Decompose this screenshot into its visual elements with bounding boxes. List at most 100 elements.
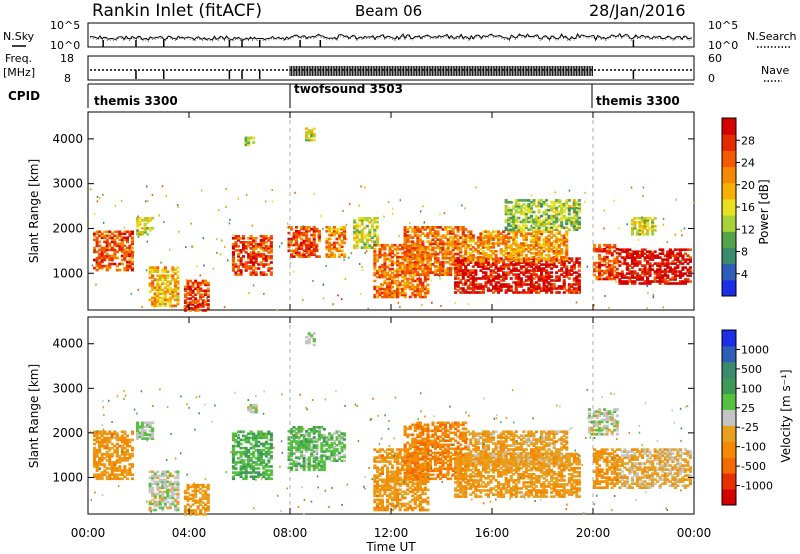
- echo-cell: [499, 279, 503, 282]
- echo-cell: [163, 292, 167, 296]
- echo-cell: [575, 283, 579, 286]
- echo-cell: [257, 436, 261, 440]
- echo-cell: [428, 267, 432, 270]
- echo-cell: [239, 459, 243, 462]
- echo-cell: [416, 234, 420, 237]
- echo-cell: [600, 249, 604, 253]
- echo-cell: [557, 252, 561, 255]
- echo-cell: [527, 206, 531, 210]
- echo-cell: [633, 270, 637, 273]
- echo-cell: [252, 273, 256, 276]
- echo-cell: [292, 460, 296, 463]
- echo-cell: [380, 243, 384, 247]
- echo-cell: [239, 455, 243, 458]
- echo-cell: [683, 280, 687, 283]
- echo-cell: [151, 280, 155, 283]
- echo-point: [146, 240, 149, 243]
- echo-cell: [534, 224, 538, 228]
- echo-cell: [646, 231, 650, 234]
- echo-cell: [537, 252, 541, 255]
- echo-cell: [156, 502, 160, 506]
- echo-cell: [163, 268, 167, 271]
- echo-cell: [120, 448, 124, 452]
- echo-cell: [191, 291, 195, 295]
- echo-cell: [608, 259, 612, 263]
- echo-cell: [479, 240, 483, 243]
- echo-cell: [300, 226, 304, 229]
- echo-cell: [666, 262, 670, 265]
- echo-cell: [504, 234, 508, 237]
- echo-cell: [565, 206, 569, 210]
- echo-cell: [247, 471, 251, 474]
- echo-cell: [120, 446, 124, 450]
- echo-cell: [171, 270, 175, 273]
- echo-cell: [436, 267, 440, 270]
- echo-region: [305, 127, 316, 142]
- echo-cell: [151, 498, 155, 502]
- echo-cell: [244, 446, 248, 450]
- echo-cell: [638, 260, 642, 263]
- echo-cell: [481, 242, 485, 245]
- echo-cell: [383, 261, 387, 265]
- echo-cell: [141, 425, 145, 429]
- echo-cell: [244, 467, 248, 470]
- echo-cell: [557, 201, 561, 204]
- echo-cell: [153, 292, 157, 296]
- echo-cell: [676, 266, 680, 269]
- echo-cell: [641, 231, 645, 234]
- echo-cell: [176, 470, 180, 474]
- echo-cell: [373, 267, 377, 271]
- echo-cell: [138, 233, 142, 236]
- echo-cell: [408, 252, 412, 256]
- echo-cell: [668, 250, 672, 253]
- echo-cell: [378, 275, 382, 279]
- echo-region: [466, 230, 569, 263]
- echo-cell: [257, 251, 261, 254]
- echo-cell: [484, 230, 488, 233]
- echo-cell: [396, 251, 400, 255]
- echo-cell: [552, 244, 556, 247]
- echo-cell: [93, 455, 97, 458]
- echo-cell: [454, 271, 458, 274]
- echo-cell: [489, 263, 493, 266]
- echo-cell: [269, 477, 273, 481]
- echo-cell: [484, 261, 488, 264]
- echo-cell: [666, 258, 670, 261]
- echo-cell: [668, 266, 672, 269]
- echo-point: [322, 297, 325, 300]
- echo-point: [438, 274, 441, 277]
- echo-cell: [529, 248, 533, 251]
- echo-cell: [93, 434, 97, 438]
- echo-cell: [431, 263, 435, 266]
- echo-cell: [524, 216, 528, 220]
- echo-cell: [479, 261, 483, 264]
- echo-cell: [686, 270, 690, 273]
- echo-cell: [297, 446, 301, 449]
- echo-cell: [93, 266, 97, 270]
- echo-cell: [325, 229, 329, 233]
- echo-cell: [532, 226, 536, 230]
- echo-cell: [234, 434, 238, 438]
- echo-cell: [517, 244, 521, 247]
- echo-point: [642, 186, 645, 189]
- echo-cell: [125, 448, 129, 452]
- echo-cell: [183, 299, 187, 302]
- echo-cell: [643, 227, 647, 230]
- echo-point: [421, 290, 424, 292]
- echo-point: [364, 251, 366, 254]
- echo-cell: [514, 252, 518, 255]
- echo-cell: [161, 290, 165, 294]
- echo-cell: [247, 438, 251, 442]
- echo-cell: [130, 256, 134, 260]
- echo-cell: [466, 257, 470, 261]
- echo-cell: [123, 238, 127, 242]
- echo-cell: [550, 267, 554, 270]
- echo-cell: [196, 307, 200, 310]
- echo-cell: [254, 259, 258, 262]
- echo-cell: [524, 257, 528, 261]
- echo-point: [584, 200, 586, 203]
- echo-cell: [423, 275, 427, 279]
- echo-cell: [504, 220, 508, 224]
- echo-point: [635, 273, 637, 276]
- echo-cell: [103, 250, 107, 254]
